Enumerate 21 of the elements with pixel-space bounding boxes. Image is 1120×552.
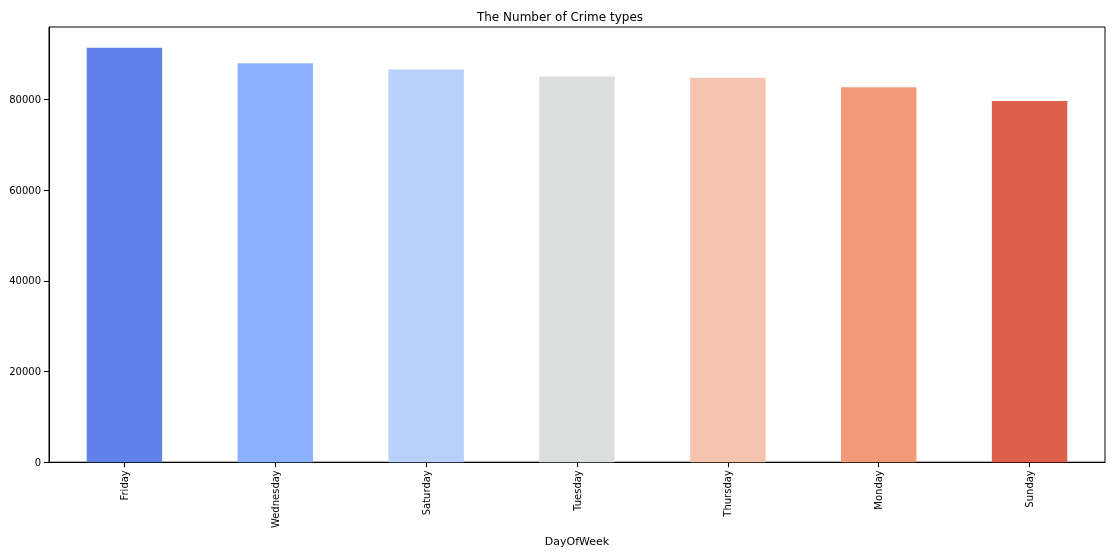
bar — [388, 69, 464, 463]
bar — [991, 100, 1068, 463]
x-tick-label: Wednesday — [269, 470, 281, 529]
y-tick-label: 40000 — [9, 275, 41, 287]
x-tick-label: Thursday — [722, 470, 734, 518]
x-tick-label: Saturday — [420, 470, 432, 516]
y-tick-label: 80000 — [9, 94, 41, 106]
bar — [690, 77, 766, 463]
x-tick-label: Friday — [118, 470, 130, 501]
chart-title: The Number of Crime types — [475, 10, 644, 24]
x-axis-title: DayOfWeek — [544, 535, 610, 548]
x-tick-label: Sunday — [1024, 470, 1036, 508]
x-tick-label: Tuesday — [571, 470, 583, 512]
bar — [841, 87, 917, 463]
y-tick-label: 20000 — [9, 366, 41, 378]
y-tick-label: 0 — [34, 456, 41, 468]
x-tick-label: Monday — [873, 470, 885, 510]
bar — [539, 76, 615, 463]
bar — [86, 47, 163, 463]
y-tick-label: 60000 — [9, 184, 41, 196]
bar — [237, 63, 313, 463]
